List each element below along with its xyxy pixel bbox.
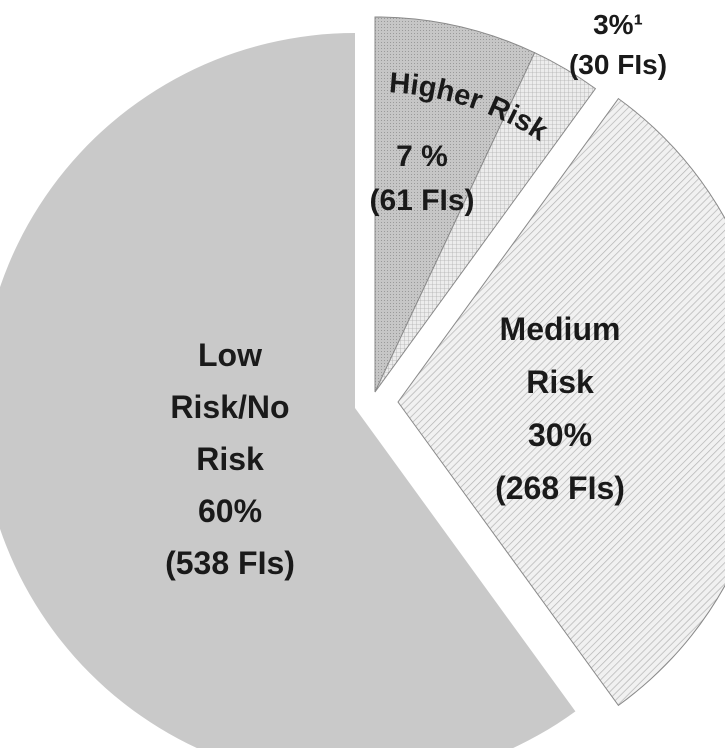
slice-label-line: 3%¹ xyxy=(593,9,643,40)
slice-label-0: 7 % (61 FIs) xyxy=(369,140,474,217)
pie-slice-3 xyxy=(0,33,576,748)
slice-label-line: Risk xyxy=(526,364,594,400)
slice-label-line: Risk/No xyxy=(170,389,289,425)
pie-slice-1 xyxy=(374,52,597,393)
slice-label-line: (61 FIs) xyxy=(369,184,474,217)
slice-label-line: 30% xyxy=(528,417,592,453)
slice-label-line: Low xyxy=(198,337,262,373)
slice-label-line: (268 FIs) xyxy=(495,470,625,506)
pie-slice-0 xyxy=(374,16,536,393)
slice-label-1: 3%¹ (30 FIs) xyxy=(569,9,667,80)
slice-label-line: (30 FIs) xyxy=(569,49,667,80)
slice-label-line: Risk xyxy=(196,441,264,477)
pie-labels: Higher Risk 7 % (61 FIs)3%¹ (30 FIs)Medium… xyxy=(165,9,667,581)
slice-label-2: Medium Risk 30% (268 FIs) xyxy=(495,311,625,506)
slice-label-line: 7 % xyxy=(396,140,448,173)
slice-label-line: Medium xyxy=(500,311,621,347)
pie-slices xyxy=(0,16,725,748)
pie-slice-2 xyxy=(397,97,725,707)
slice-label-line: (538 FIs) xyxy=(165,545,295,581)
slice-label-line: 60% xyxy=(198,493,262,529)
slice-label-3: Low Risk/No Risk 60% (538 FIs) xyxy=(165,337,295,581)
